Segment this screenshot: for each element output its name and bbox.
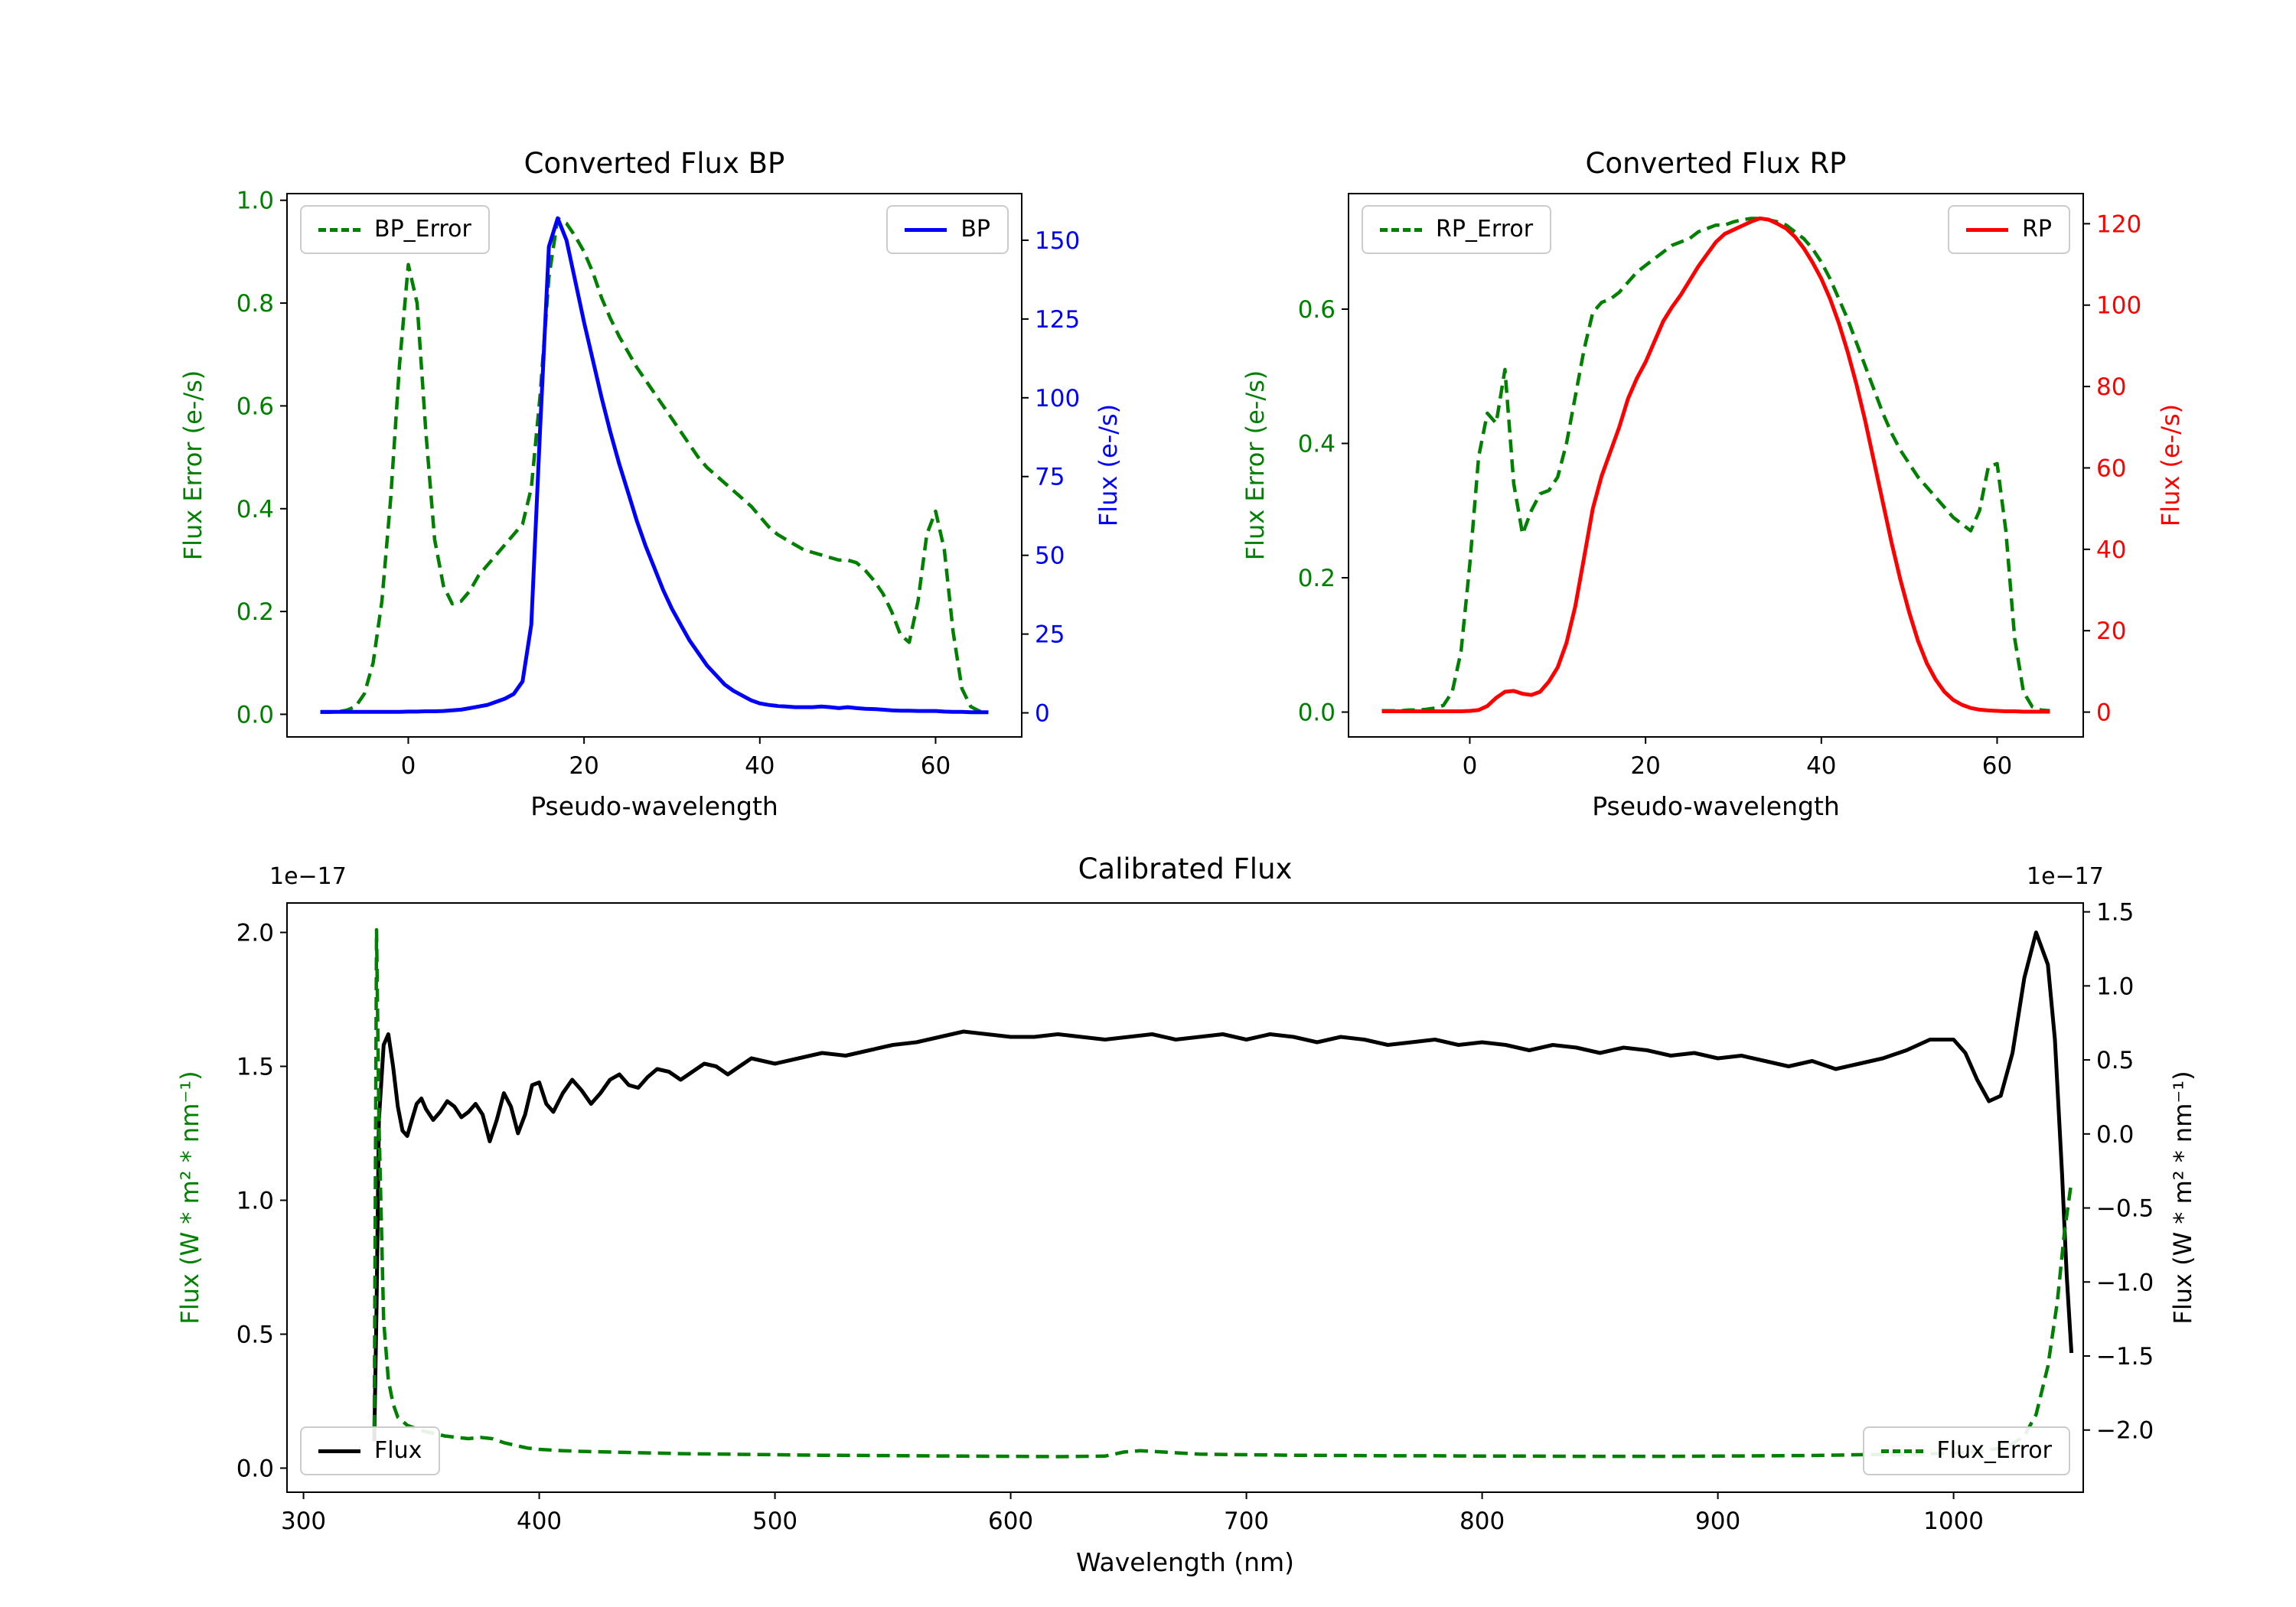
bp-legend-label: BP (960, 216, 990, 243)
calibrated-right-tick-label: −1.0 (2096, 1269, 2154, 1296)
rp-left-tick-label: 0.2 (1298, 565, 1336, 592)
calibrated-x-tick-label: 900 (1695, 1508, 1740, 1535)
calibrated-right-tick-label: −1.5 (2096, 1343, 2154, 1371)
rp-legend-label: RP (2022, 216, 2052, 243)
calibrated-right-tick-label: −0.5 (2096, 1195, 2154, 1223)
rp-x-tick-label: 60 (1982, 752, 2012, 780)
calibrated-xaxis-label: Wavelength (nm) (1075, 1547, 1295, 1577)
rp-right-tick-label: 20 (2096, 618, 2126, 645)
calibrated-left-tick-label: 0.0 (236, 1455, 274, 1483)
bp-left-tick-label: 0.6 (236, 393, 274, 420)
bp-line (320, 216, 989, 715)
bp-right-tick-label: 125 (1035, 306, 1080, 334)
bp-x-tick-label: 20 (569, 752, 598, 780)
bp-left-tick-label: 0.2 (236, 598, 274, 626)
bp-error-legend-label: BP_Error (374, 216, 471, 243)
rp-error-legend-label: RP_Error (1436, 216, 1534, 243)
flux-error-legend-sample (1880, 1449, 1923, 1453)
rp-right-tick-label: 0 (2096, 699, 2112, 727)
calibrated-left-tick-label: 0.5 (236, 1322, 274, 1349)
calibrated-left-yaxis-label: Flux (W * m² * nm⁻¹) (175, 1071, 204, 1325)
rp-right-tick-label: 40 (2096, 536, 2126, 564)
calibrated-right-tick-label: −2.0 (2096, 1417, 2154, 1445)
rp-x-tick-label: 40 (1806, 752, 1836, 780)
bp-axes-frame (286, 193, 1022, 738)
rp-right-tick-label: 120 (2096, 210, 2141, 238)
rp-x-tick-label: 20 (1630, 752, 1660, 780)
rp-error-legend: RP_Error (1362, 205, 1552, 254)
calibrated-right-yaxis-label: Flux (W * m² * nm⁻¹) (2168, 1071, 2197, 1325)
calibrated-x-tick-label: 600 (988, 1508, 1033, 1535)
rp-left-yaxis-label: Flux Error (e-/s) (1241, 370, 1270, 561)
rp-error-line (1381, 217, 2050, 713)
calibrated-chart-title: Calibrated Flux (1078, 852, 1293, 885)
calibrated-x-tick-label: 1000 (1923, 1508, 1984, 1535)
calibrated-axes-frame (286, 902, 2084, 1493)
bp-error-legend: BP_Error (300, 205, 490, 254)
rp-right-tick-label: 60 (2096, 455, 2126, 482)
bp-right-tick-label: 25 (1035, 621, 1065, 649)
calibrated-left-tick-label: 1.0 (236, 1188, 274, 1215)
bp-right-tick-label: 50 (1035, 543, 1065, 570)
bp-left-tick-label: 0.8 (236, 290, 274, 318)
rp-left-tick-label: 0.4 (1298, 430, 1336, 458)
rp-chart-title: Converted Flux RP (1585, 147, 1847, 180)
calibrated-right-tick-label: 1.0 (2096, 973, 2134, 1000)
calibrated-right-tick-label: 0.5 (2096, 1047, 2134, 1074)
rp-x-tick-label: 0 (1463, 752, 1478, 780)
bp-left-yaxis-label: Flux Error (e-/s) (178, 370, 207, 561)
calibrated-right-tick-label: 1.5 (2096, 899, 2134, 927)
bp-left-tick-label: 0.4 (236, 496, 274, 523)
bp-right-tick-label: 150 (1035, 227, 1080, 255)
right-axis-offset-text: 1e−17 (2027, 863, 2104, 890)
bp-chart-title: Converted Flux BP (523, 147, 785, 180)
rp-left-tick-label: 0.0 (1298, 699, 1336, 727)
flux-error-legend: Flux_Error (1862, 1426, 2070, 1475)
bp-error-legend-sample (318, 227, 360, 232)
rp-xaxis-label: Pseudo-wavelength (1592, 791, 1840, 821)
calibrated-x-tick-label: 800 (1459, 1508, 1505, 1535)
bp-xaxis-label: Pseudo-wavelength (530, 791, 778, 821)
bp-left-tick-label: 0.0 (236, 701, 274, 729)
calibrated-x-tick-label: 500 (752, 1508, 797, 1535)
rp-legend-sample (1966, 227, 2009, 232)
bp-right-tick-label: 0 (1035, 700, 1050, 728)
calibrated-right-tick-label: 0.0 (2096, 1121, 2134, 1149)
bp-x-tick-label: 60 (921, 752, 951, 780)
flux-error-line (372, 927, 2073, 1459)
rp-right-tick-label: 100 (2096, 292, 2141, 320)
rp-line (1381, 216, 2050, 714)
bp-right-yaxis-label: Flux (e-/s) (1094, 403, 1123, 527)
rp-left-tick-label: 0.6 (1298, 296, 1336, 324)
rp-legend: RP (1948, 205, 2070, 254)
bp-x-tick-label: 0 (401, 752, 416, 780)
calibrated-left-tick-label: 1.5 (236, 1054, 274, 1081)
left-axis-offset-text: 1e−17 (269, 863, 347, 890)
chart-rp: 0 20 40 60 0.0 0.2 0.4 0.6 0 20 40 60 80 100 120 (1298, 193, 2141, 780)
flux-legend-sample (318, 1449, 360, 1453)
flux-line (372, 931, 2074, 1442)
rp-axes-frame (1348, 193, 2084, 738)
bp-left-tick-label: 1.0 (236, 187, 274, 215)
bp-legend: BP (886, 205, 1009, 254)
bp-error-line (320, 216, 989, 715)
rp-right-yaxis-label: Flux (e-/s) (2156, 403, 2185, 527)
bp-right-tick-label: 100 (1035, 385, 1080, 412)
chart-bp: 0 20 40 60 0.0 0.2 0.4 0.6 0.8 1.0 0 25 50 75 100 125 15… (236, 187, 1080, 780)
calibrated-x-tick-label: 400 (517, 1508, 562, 1535)
flux-legend: Flux (300, 1426, 441, 1475)
bp-right-tick-label: 75 (1035, 464, 1065, 491)
bp-legend-sample (905, 227, 947, 232)
calibrated-left-tick-label: 2.0 (236, 920, 274, 947)
chart-calibrated: 300 400 500 600 700 800 900 1000 0.0 0.5 1.0 1.5 2.0… (236, 899, 2154, 1535)
flux-error-legend-label: Flux_Error (1936, 1437, 2052, 1464)
flux-legend-label: Flux (374, 1437, 422, 1464)
rp-right-tick-label: 80 (2096, 373, 2126, 401)
rp-error-legend-sample (1380, 227, 1422, 232)
calibrated-x-tick-label: 700 (1224, 1508, 1269, 1535)
calibrated-x-tick-label: 300 (281, 1508, 326, 1535)
bp-x-tick-label: 40 (745, 752, 775, 780)
